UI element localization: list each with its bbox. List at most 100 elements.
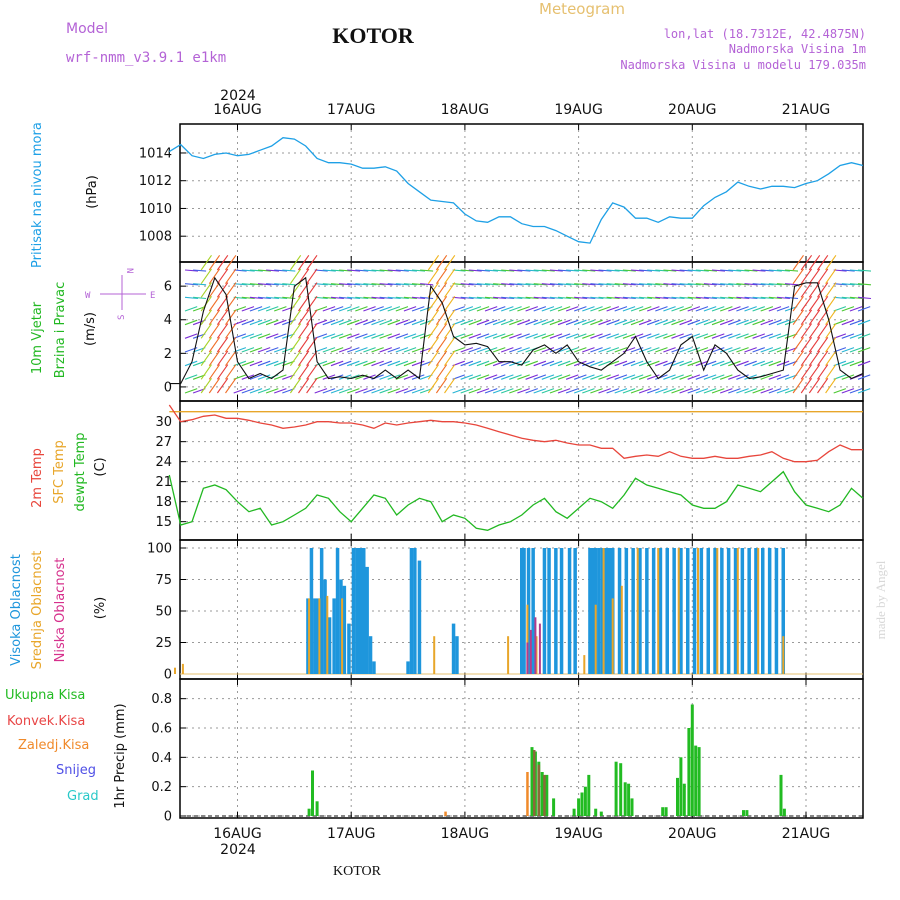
frz-rain-bar — [526, 772, 529, 816]
wind-arrow — [720, 306, 733, 312]
wind-arrow — [533, 388, 547, 394]
wind-arrow — [306, 268, 318, 285]
rain-bar — [664, 807, 668, 816]
wind-arrow — [200, 350, 212, 367]
pressure-label: Pritisak na nivou mora — [30, 122, 45, 268]
y-tick-label: 75 — [155, 573, 172, 588]
wind-arrow — [565, 306, 579, 312]
high-cloud-bar — [726, 548, 731, 674]
wind-arrow — [265, 319, 279, 326]
wind-arrow — [825, 309, 837, 326]
wind-arrow — [200, 282, 212, 298]
wind-arrow — [679, 374, 692, 380]
model-label: Model — [66, 21, 108, 37]
rain-bar — [599, 811, 603, 816]
wind-arrow — [728, 283, 742, 286]
wind-arrow — [711, 374, 725, 380]
precip-unit: 1hr Precip (mm) — [113, 703, 128, 808]
wind-arrow — [184, 333, 198, 339]
wind-arrow — [395, 306, 409, 312]
wind-arrow — [841, 347, 855, 353]
wind-arrow — [257, 388, 271, 394]
wind-arrow — [638, 306, 652, 312]
high-cloud-bar — [306, 598, 310, 674]
y-tick-label: 1008 — [139, 230, 172, 245]
day-label-top: 17AUG — [327, 102, 376, 118]
wind-arrow — [525, 360, 538, 367]
wind-arrow — [768, 333, 782, 339]
wind-arrow — [435, 336, 448, 353]
wind-arrow — [306, 350, 318, 367]
wind-arrow — [679, 306, 692, 312]
wind-arrow — [792, 377, 804, 394]
rain-bar — [572, 808, 576, 816]
wind-arrow — [257, 306, 271, 312]
wind-arrow — [808, 309, 821, 326]
wind-arrow — [468, 374, 482, 380]
wind-arrow — [225, 254, 237, 271]
frz-rain-bar — [444, 811, 447, 816]
wind-arrow — [590, 283, 604, 286]
wind-arrow — [306, 295, 318, 312]
wind-arrow — [695, 374, 709, 380]
wind-arrow — [663, 333, 676, 339]
wind-arrow — [225, 282, 237, 298]
wind-arrow — [825, 268, 837, 285]
rain-bar — [315, 801, 319, 816]
wind-arrow — [582, 333, 595, 339]
wind-arrow — [501, 319, 514, 326]
rain-bar — [623, 782, 627, 816]
wind-arrow — [808, 364, 821, 380]
wind-arrow — [574, 283, 588, 286]
wind-arrow — [411, 333, 425, 339]
mid-cloud-bar — [507, 636, 510, 674]
wind-arrow — [541, 269, 555, 272]
precip-legend-frz: Zaledj.Kisa — [18, 738, 89, 753]
high-cloud-bar — [355, 548, 359, 674]
high-cloud-bar — [638, 548, 642, 674]
wind-arrow — [752, 306, 765, 312]
wind-arrow — [460, 269, 474, 272]
high-cloud-bar — [604, 548, 608, 674]
wind-arrow — [371, 388, 384, 394]
wind-arrow — [379, 360, 392, 367]
wind-arrow — [720, 319, 733, 326]
wind-arrow — [484, 360, 498, 367]
wind-arrow — [792, 309, 804, 326]
wind-arrow — [638, 360, 652, 367]
wind-arrow — [687, 374, 701, 380]
mid-cloud-bar — [697, 548, 699, 674]
wind-arrow — [216, 268, 229, 285]
wind-arrow — [468, 319, 482, 326]
wind-arrow — [427, 309, 440, 326]
wind-arrow — [647, 319, 660, 326]
wind-arrow — [208, 295, 221, 312]
wind-arrow — [679, 269, 693, 272]
wind-arrow — [776, 360, 790, 367]
wind-arrow — [322, 306, 336, 312]
wind-arrow — [298, 254, 310, 271]
wind-arrow — [752, 283, 766, 286]
wind-arrow — [363, 333, 376, 339]
wind-arrow — [647, 306, 660, 312]
wind-arrow — [598, 306, 611, 312]
wind-arrow — [857, 319, 871, 326]
wind-arrow — [800, 336, 813, 353]
wind-arrow — [549, 283, 563, 286]
y-tick-labels: 1008101010121014024615182124273002550751… — [139, 146, 172, 824]
wind-arrow — [825, 295, 837, 312]
wind-arrow — [744, 360, 757, 367]
wind-arrow — [768, 296, 782, 300]
high-cloud-bar — [451, 623, 456, 674]
wind-arrow — [800, 295, 813, 312]
rain-bar — [679, 757, 683, 816]
high-cloud-bar — [554, 548, 558, 674]
wind-arrow — [257, 360, 271, 367]
wind-arrow — [808, 268, 821, 285]
wind-arrow — [760, 269, 774, 272]
wind-arrow — [265, 360, 279, 367]
wind-arrow — [193, 269, 207, 272]
compass-n: N — [124, 268, 134, 273]
mid-cloud-bar — [341, 598, 344, 674]
wind-arrow — [427, 364, 440, 380]
